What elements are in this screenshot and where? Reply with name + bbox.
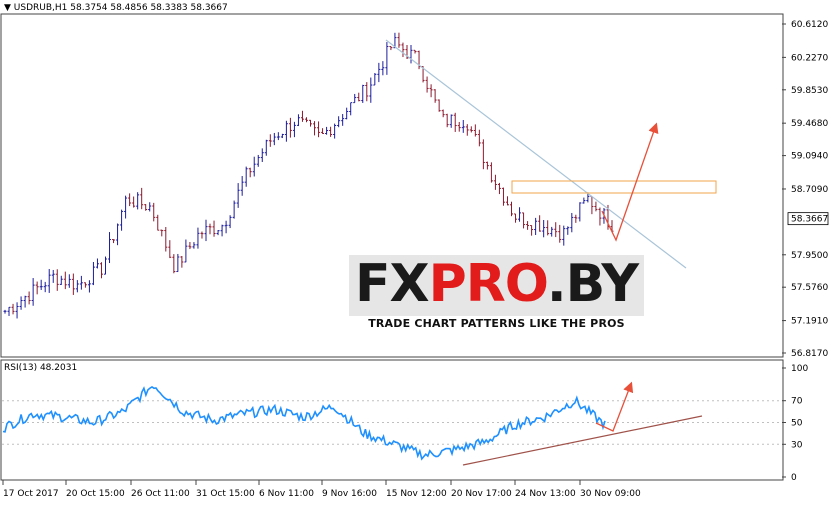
header: ▼ USDRUB,H1 58.3754 58.4856 58.3383 58.3… <box>4 3 228 13</box>
resistance-trend-line <box>385 39 687 269</box>
time-tick-label: 20 Oct 15:00 <box>66 489 125 499</box>
watermark-logo: FXPRO.BY <box>349 255 644 317</box>
rsi-pane <box>0 359 784 481</box>
time-axis: 17 Oct 2017 20 Oct 15:00 26 Oct 11:00 31 Oc… <box>2 480 641 499</box>
rsi-tick-label: 30 <box>791 440 803 450</box>
price-tick-label: 57.9500 <box>791 251 828 261</box>
price-tick-label: 60.6120 <box>791 20 828 30</box>
symbol-label: USDRUB,H1 <box>13 3 68 13</box>
rsi-axis: 100 70 50 30 0 <box>782 364 808 483</box>
price-tick-label: 59.0940 <box>791 152 828 162</box>
time-tick-label: 26 Oct 11:00 <box>131 489 190 499</box>
price-tick-label: 58.7090 <box>791 185 828 195</box>
dropdown-icon[interactable]: ▼ <box>4 3 11 13</box>
logo-fx: FX <box>355 254 430 314</box>
rsi-tick-label: 70 <box>791 397 803 407</box>
rsi-tick-label: 50 <box>791 419 803 429</box>
time-tick-label: 15 Nov 12:00 <box>386 489 447 499</box>
logo-pro: PRO <box>428 254 548 314</box>
logo-by: .BY <box>546 254 639 314</box>
rsi-tick-label: 100 <box>791 364 808 374</box>
rsi-support-line <box>462 415 703 466</box>
time-tick-label: 17 Oct 2017 <box>3 489 59 499</box>
time-tick-label: 20 Nov 17:00 <box>451 489 512 499</box>
price-tick-label: 59.8530 <box>791 86 828 96</box>
rsi-forecast-arrow <box>595 381 634 432</box>
time-tick-label: 9 Nov 16:00 <box>322 489 377 499</box>
rsi-tick-label: 0 <box>791 473 797 483</box>
price-tick-label: 57.1910 <box>791 317 828 327</box>
price-tick-label: 60.2270 <box>791 53 828 63</box>
rsi-series <box>2 385 606 461</box>
time-tick-label: 6 Nov 11:00 <box>259 489 314 499</box>
rsi-title: RSI(13) 48.2031 <box>4 363 78 373</box>
price-tick-label: 59.4680 <box>791 119 828 129</box>
current-price-marker <box>787 212 829 226</box>
watermark-tagline: TRADE CHART PATTERNS LIKE THE PROS <box>349 316 644 332</box>
ohlc-values: 58.3754 58.4856 58.3383 58.3667 <box>70 3 228 13</box>
target-zone <box>511 180 717 194</box>
candles <box>3 32 614 319</box>
price-tick-label: 57.5760 <box>791 283 828 293</box>
forecast-arrow <box>601 122 659 242</box>
rsi-line <box>2 385 606 461</box>
time-tick-label: 30 Nov 09:00 <box>580 489 641 499</box>
price-axis: 60.6120 60.2270 59.8530 59.4680 59.0940 58.70… <box>782 20 828 359</box>
time-tick-label: 31 Oct 15:00 <box>196 489 255 499</box>
price-tick-label: 56.8170 <box>791 349 828 359</box>
annotations <box>385 39 717 466</box>
price-tick-label: 58.3667 <box>791 215 828 225</box>
time-tick-label: 24 Nov 13:00 <box>515 489 576 499</box>
